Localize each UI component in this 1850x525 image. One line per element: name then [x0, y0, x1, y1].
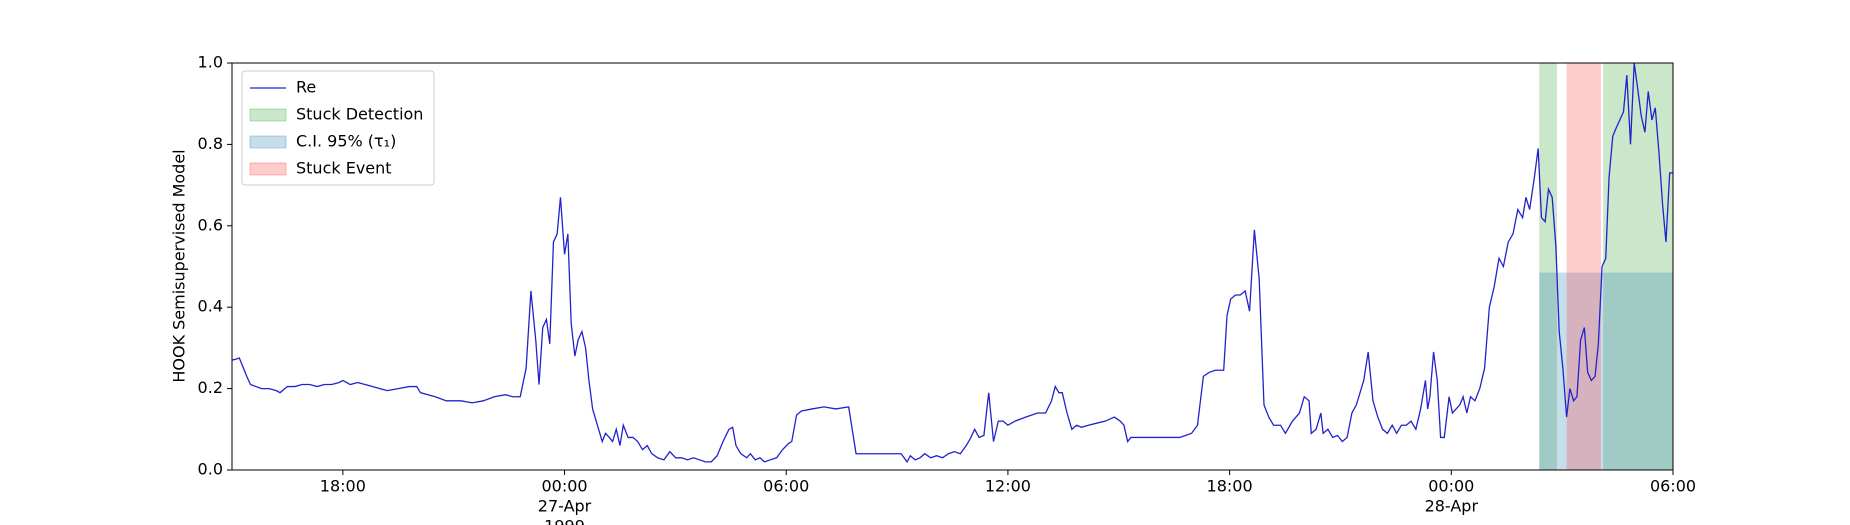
shaded-span [1539, 63, 1557, 470]
x-tick-label: 00:00 [1428, 477, 1474, 496]
legend-label: Re [296, 78, 316, 97]
legend-label: Stuck Detection [296, 105, 423, 124]
y-tick-label: 0.4 [198, 297, 223, 316]
y-tick-label: 0.8 [198, 134, 223, 153]
shaded-span [1539, 272, 1673, 470]
x-tick-date: 27-Apr [538, 497, 592, 516]
x-tick-label: 18:00 [320, 477, 366, 496]
x-tick-date: 28-Apr [1425, 497, 1479, 516]
x-tick-year: 1999 [544, 517, 585, 525]
data-line [231, 62, 1673, 464]
x-tick-label: 18:00 [1207, 477, 1253, 496]
x-tick-label: 06:00 [1650, 477, 1696, 496]
legend-label: Stuck Event [296, 159, 392, 178]
x-tick-label: 00:00 [541, 477, 587, 496]
legend-patch [249, 135, 287, 149]
legend-box [241, 70, 435, 186]
legend-patch [249, 162, 287, 176]
y-axis-label: HOOK Semisupervised Model [170, 149, 189, 382]
x-tick-label: 12:00 [985, 477, 1031, 496]
legend-label: C.I. 95% (τ₁) [296, 132, 396, 151]
y-tick-label: 0.0 [198, 460, 223, 479]
y-tick-label: 0.2 [198, 378, 223, 397]
shaded-span [1566, 63, 1601, 470]
legend-patch [249, 108, 287, 122]
plot-frame [231, 62, 1674, 471]
y-tick-label: 0.6 [198, 215, 223, 234]
y-tick-label: 1.0 [198, 53, 223, 72]
x-tick-label: 06:00 [763, 477, 809, 496]
